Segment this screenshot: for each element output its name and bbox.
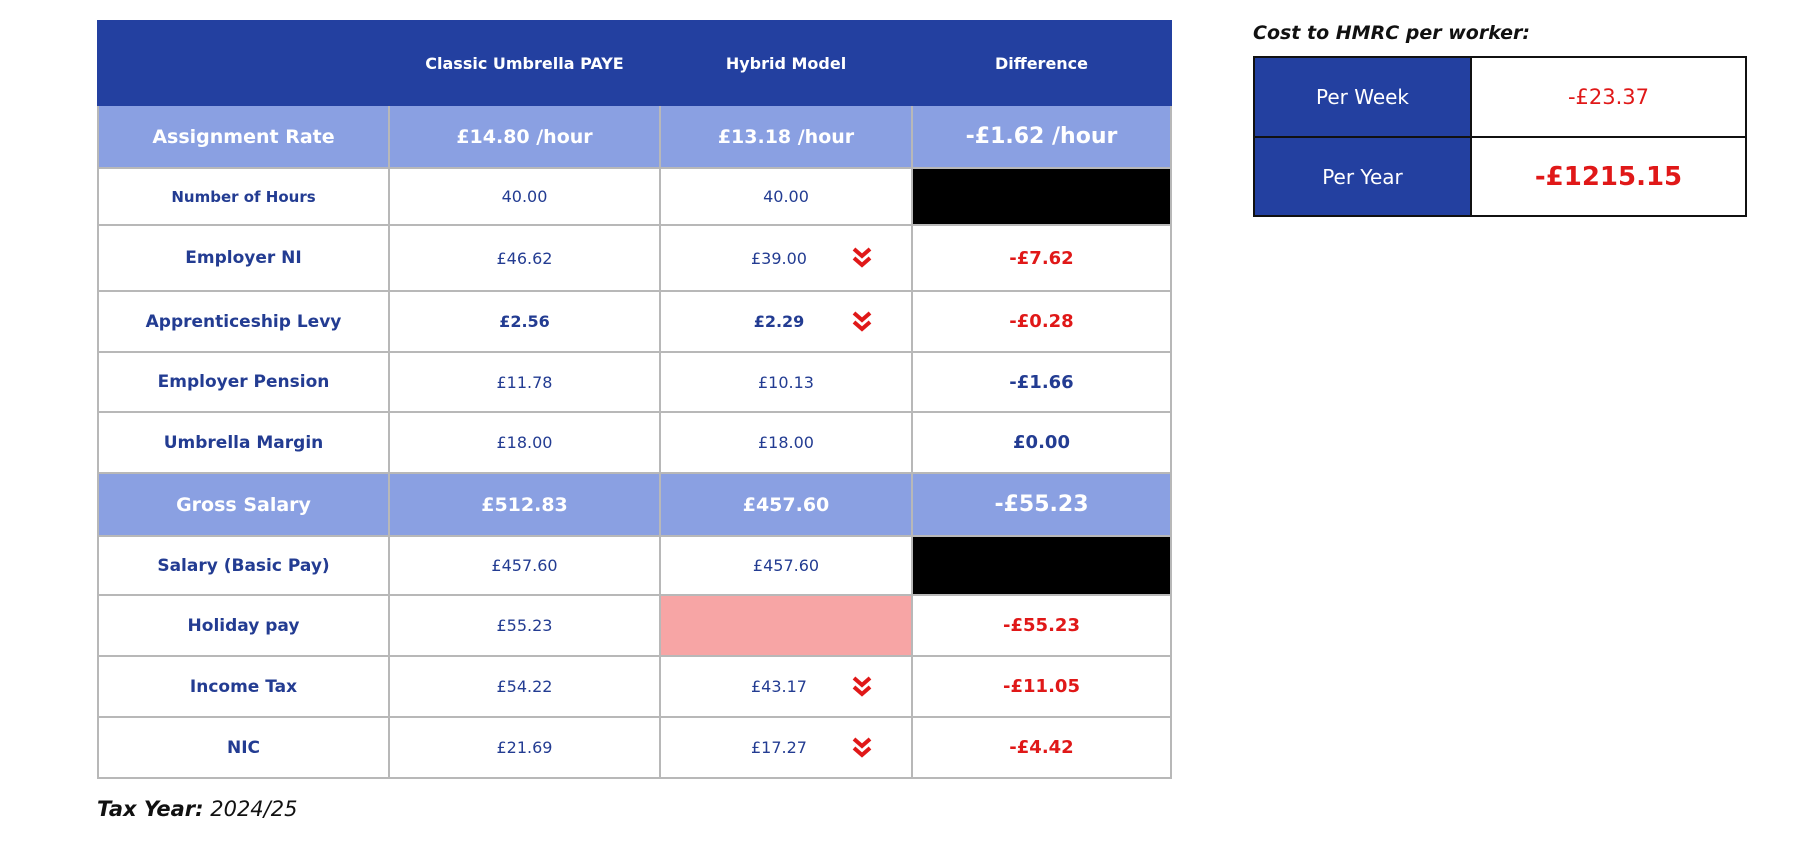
- summary-row-year: Per Year -£1215.15: [1253, 136, 1747, 217]
- summary-label: Per Year: [1253, 136, 1472, 217]
- tax-year-value: 2024/25: [210, 797, 298, 821]
- row-label: NIC: [97, 716, 390, 779]
- difference-value: -£55.23: [911, 472, 1172, 537]
- summary-value: -£23.37: [1470, 56, 1747, 138]
- row-label: Holiday pay: [97, 594, 390, 657]
- gross-salary-row: Gross Salary £512.83 £457.60 -£55.23: [97, 472, 1172, 537]
- header-empty: [97, 20, 390, 106]
- header-difference: Difference: [911, 20, 1172, 106]
- row-label: Income Tax: [97, 655, 390, 718]
- header-classic: Classic Umbrella PAYE: [388, 20, 661, 106]
- difference-value: -£0.28: [911, 290, 1172, 353]
- summary-table: Per Week -£23.37 Per Year -£1215.15: [1253, 56, 1747, 217]
- table-row: Holiday pay £55.23 -£55.23: [97, 594, 1172, 657]
- classic-value: £512.83: [388, 472, 661, 537]
- hybrid-value: £10.13: [659, 351, 913, 413]
- row-label: Assignment Rate: [97, 104, 390, 169]
- hybrid-cell: £43.17: [659, 655, 913, 718]
- header-hybrid: Hybrid Model: [659, 20, 913, 106]
- double-chevron-down-icon: [852, 247, 872, 268]
- comparison-table: Classic Umbrella PAYE Hybrid Model Diffe…: [97, 20, 1172, 779]
- classic-value: £46.62: [388, 224, 661, 292]
- classic-value: £21.69: [388, 716, 661, 779]
- classic-value: £14.80 /hour: [388, 104, 661, 169]
- tax-year-footer: Tax Year: 2024/25: [97, 797, 297, 821]
- hybrid-cell: £39.00: [659, 224, 913, 292]
- classic-value: £18.00: [388, 411, 661, 474]
- hybrid-value: £457.60: [659, 472, 913, 537]
- hybrid-cell: £17.27: [659, 716, 913, 779]
- summary-label: Per Week: [1253, 56, 1472, 138]
- row-label: Apprenticeship Levy: [97, 290, 390, 353]
- row-label: Gross Salary: [97, 472, 390, 537]
- difference-value: -£11.05: [911, 655, 1172, 718]
- table-row: Salary (Basic Pay) £457.60 £457.60: [97, 535, 1172, 596]
- classic-value: £55.23: [388, 594, 661, 657]
- header-row: Classic Umbrella PAYE Hybrid Model Diffe…: [97, 20, 1172, 106]
- difference-value: £0.00: [911, 411, 1172, 474]
- hybrid-value: £17.27: [751, 738, 807, 757]
- difference-value: -£7.62: [911, 224, 1172, 292]
- hybrid-cell: £2.29: [659, 290, 913, 353]
- hybrid-empty-cell: [659, 594, 913, 657]
- hybrid-value: £39.00: [751, 248, 807, 268]
- assignment-rate-row: Assignment Rate £14.80 /hour £13.18 /hou…: [97, 104, 1172, 169]
- table-row: Number of Hours 40.00 40.00: [97, 167, 1172, 226]
- classic-value: 40.00: [388, 167, 661, 226]
- hybrid-value: 40.00: [659, 167, 913, 226]
- summary-title: Cost to HMRC per worker:: [1253, 22, 1531, 44]
- summary-value: -£1215.15: [1470, 136, 1747, 217]
- table-row: Umbrella Margin £18.00 £18.00 £0.00: [97, 411, 1172, 474]
- difference-value: -£55.23: [911, 594, 1172, 657]
- table-row: Employer NI £46.62 £39.00 -£7.62: [97, 224, 1172, 292]
- summary-row-week: Per Week -£23.37: [1253, 56, 1747, 138]
- hybrid-value: £2.29: [753, 312, 805, 331]
- classic-value: £457.60: [388, 535, 661, 596]
- tax-year-label: Tax Year:: [97, 797, 204, 821]
- row-label: Umbrella Margin: [97, 411, 390, 474]
- hybrid-value: £13.18 /hour: [659, 104, 913, 169]
- difference-blank-cell: [911, 167, 1172, 226]
- table-row: NIC £21.69 £17.27 -£4.42: [97, 716, 1172, 779]
- row-label: Number of Hours: [97, 167, 390, 226]
- classic-value: £2.56: [388, 290, 661, 353]
- double-chevron-down-icon: [852, 310, 872, 332]
- classic-value: £54.22: [388, 655, 661, 718]
- double-chevron-down-icon: [852, 675, 872, 697]
- hybrid-value: £18.00: [659, 411, 913, 474]
- double-chevron-down-icon: [852, 736, 872, 758]
- row-label: Salary (Basic Pay): [97, 535, 390, 596]
- row-label: Employer NI: [97, 224, 390, 292]
- difference-value: -£1.66: [911, 351, 1172, 413]
- hybrid-value: £43.17: [751, 677, 807, 696]
- difference-value: -£1.62 /hour: [911, 104, 1172, 169]
- hybrid-value: £457.60: [659, 535, 913, 596]
- difference-blank-cell: [911, 535, 1172, 596]
- table-row: Employer Pension £11.78 £10.13 -£1.66: [97, 351, 1172, 413]
- row-label: Employer Pension: [97, 351, 390, 413]
- table-row: Apprenticeship Levy £2.56 £2.29 -£0.28: [97, 290, 1172, 353]
- difference-value: -£4.42: [911, 716, 1172, 779]
- classic-value: £11.78: [388, 351, 661, 413]
- table-row: Income Tax £54.22 £43.17 -£11.05: [97, 655, 1172, 718]
